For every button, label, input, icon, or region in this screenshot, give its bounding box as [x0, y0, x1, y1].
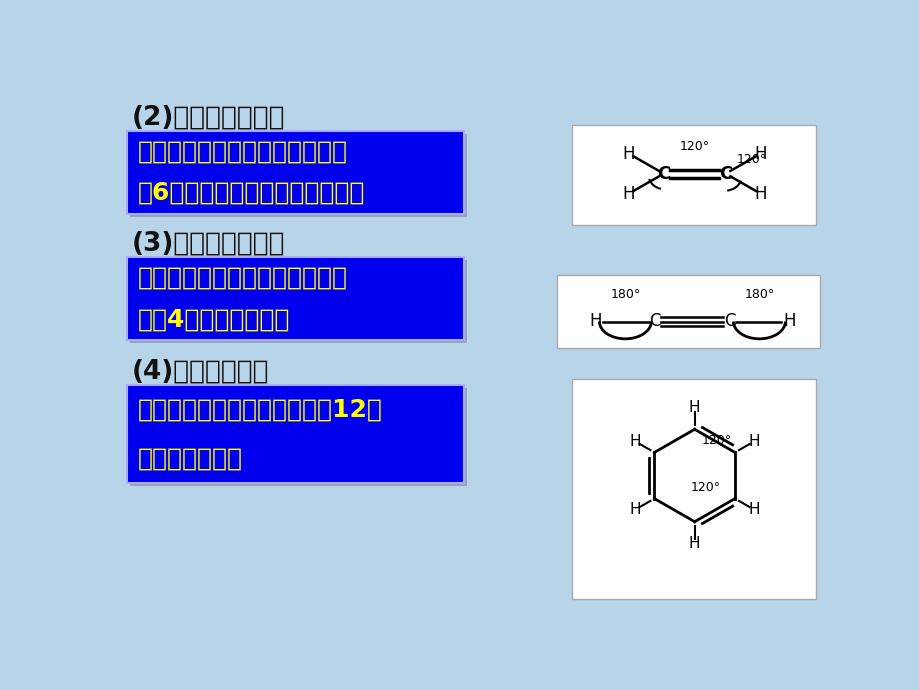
Text: C: C [723, 313, 734, 331]
Text: 120°: 120° [736, 153, 766, 166]
Text: C: C [649, 313, 660, 331]
Text: 平面结构：凡是位于苯环上的12个: 平面结构：凡是位于苯环上的12个 [137, 397, 382, 422]
Bar [127, 130, 463, 214]
Text: H: H [754, 145, 766, 163]
Text: H: H [747, 434, 759, 449]
Text: (2)乙烯的平面结构: (2)乙烯的平面结构 [132, 104, 285, 130]
Bar [130, 260, 466, 343]
Text: 180°: 180° [609, 288, 640, 301]
Bar [130, 134, 466, 217]
Bar [130, 388, 466, 486]
Bar [127, 257, 463, 340]
Text: H: H [630, 502, 641, 517]
Text: C: C [656, 165, 670, 183]
Bar [572, 125, 815, 225]
Text: (3)乙炔的直线结构: (3)乙炔的直线结构 [132, 230, 285, 257]
Bar [572, 380, 815, 599]
Text: H: H [754, 185, 766, 203]
Text: 180°: 180° [743, 288, 774, 301]
Text: 的6个原子（可以不同）共平面。: 的6个原子（可以不同）共平面。 [137, 181, 365, 205]
Text: 上的4个原子共直线。: 上的4个原子共直线。 [137, 307, 289, 331]
Text: 平面结构：凡是位于乙烯结构上: 平面结构：凡是位于乙烯结构上 [137, 139, 347, 164]
Text: H: H [782, 313, 795, 331]
Text: (4)苯的平面结构: (4)苯的平面结构 [132, 359, 269, 384]
Text: 120°: 120° [690, 482, 720, 494]
Text: H: H [622, 185, 634, 203]
Text: H: H [588, 313, 601, 331]
Text: 原子均共平面。: 原子均共平面。 [137, 446, 243, 471]
Text: H: H [630, 434, 641, 449]
Text: H: H [622, 145, 634, 163]
Bar [556, 275, 820, 348]
Text: 120°: 120° [679, 140, 709, 153]
Text: H: H [747, 502, 759, 517]
Text: 直线型分子：凡是位于乙炔结构: 直线型分子：凡是位于乙炔结构 [137, 266, 347, 290]
Bar [127, 384, 463, 483]
Text: H: H [688, 400, 699, 415]
Text: 120°: 120° [700, 433, 731, 446]
Text: C: C [719, 165, 732, 183]
Text: H: H [688, 535, 699, 551]
